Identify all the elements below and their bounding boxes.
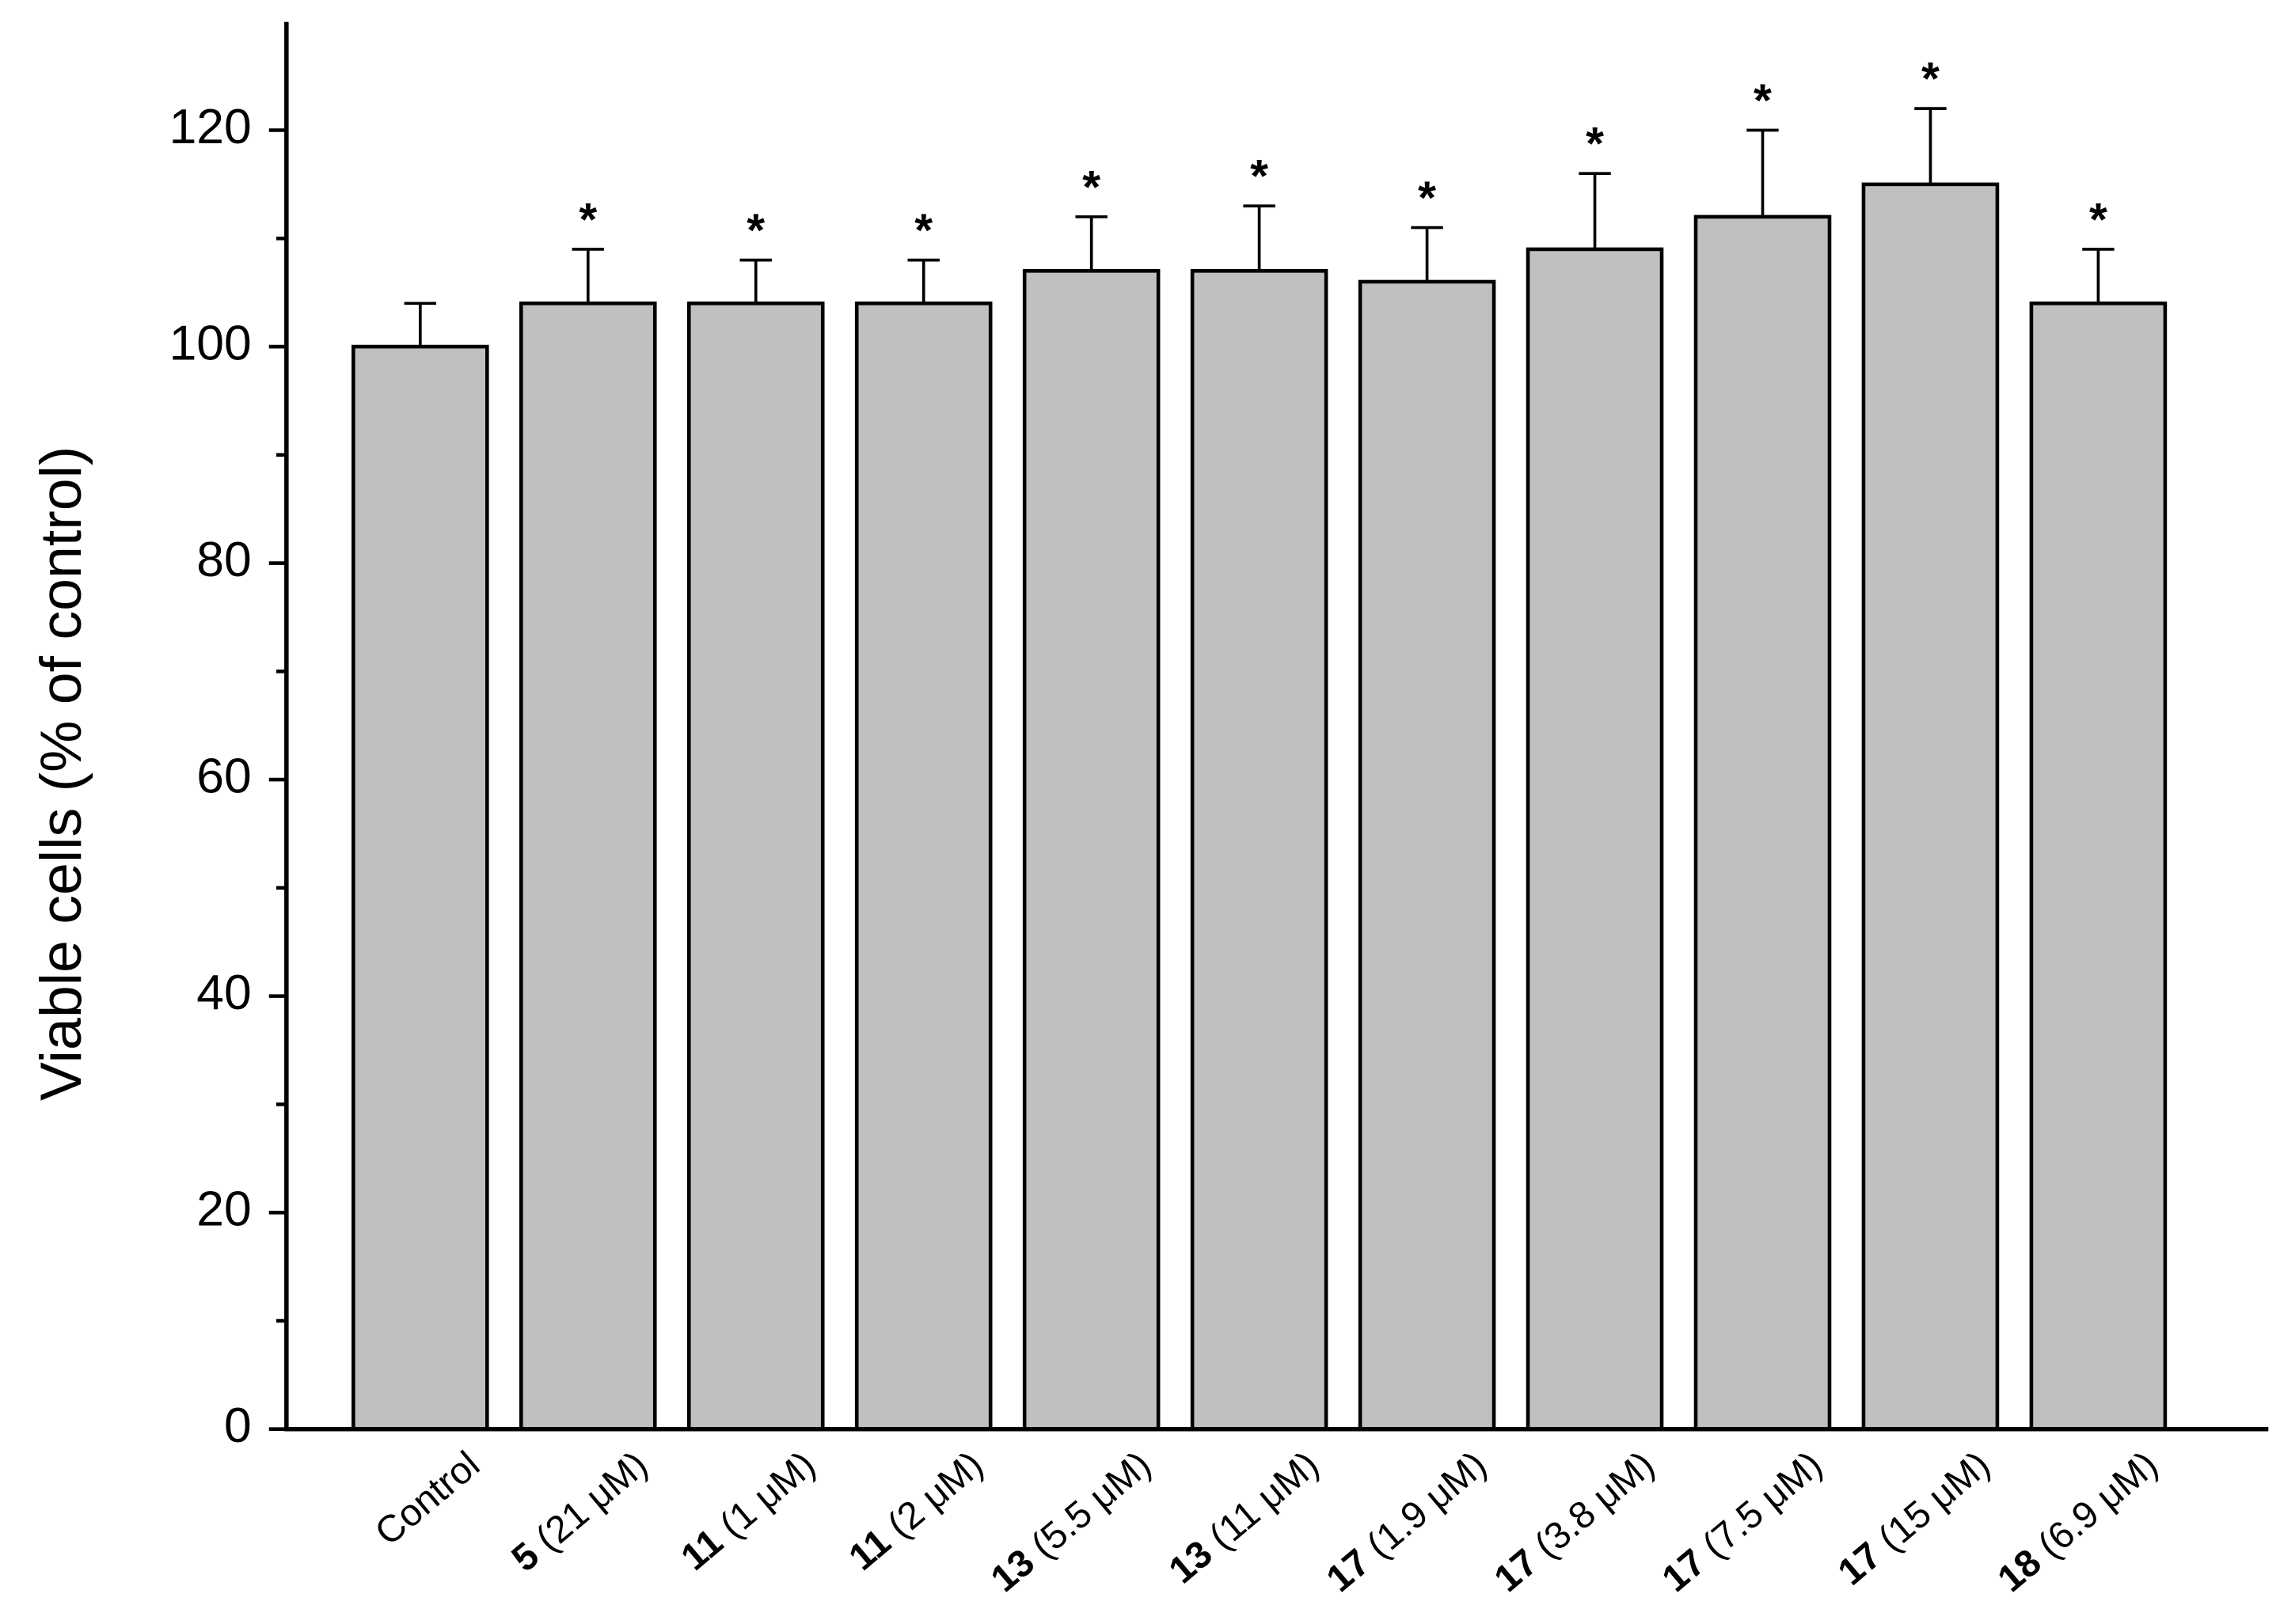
dose: (1.9 μM) [1359,1444,1495,1566]
y-tick-label: 0 [224,1398,252,1453]
significance-mark: * [1418,173,1436,224]
significance-mark: * [914,205,933,256]
x-tick-label: 17 (7.5 μM) [1655,1444,1830,1600]
bar [1022,269,1161,1431]
bar [1861,182,2000,1431]
y-tick-label: 40 [196,965,251,1020]
x-tick-label: 5 (21 μM) [504,1444,655,1580]
significance-mark: * [1082,161,1100,213]
y-tick-label: 120 [169,99,252,154]
x-tick-label: 17 (3.8 μM) [1487,1444,1662,1600]
x-tick-label: 17 (1.9 μM) [1319,1444,1495,1600]
significance-mark: * [1586,119,1604,170]
significance-mark: * [1250,151,1268,203]
dose: (1 μM) [712,1444,823,1546]
x-tick-label: 17 (15 μM) [1830,1444,1998,1594]
y-tick-label: 20 [196,1182,251,1237]
bar [1693,214,1832,1431]
bar [686,302,825,1431]
significance-mark: * [1921,54,1940,105]
y-axis-label: Viable cells (% of control) [28,446,93,1101]
x-tick-label: 13 (5.5 μM) [983,1444,1159,1600]
bar [1358,279,1496,1431]
y-tick-label: 100 [169,316,252,371]
bar [854,302,993,1431]
significance-mark: * [2089,194,2107,245]
significance-mark: * [1754,75,1772,127]
bar [2029,302,2168,1431]
significance-mark: * [579,194,597,245]
y-tick-label: 60 [196,749,251,804]
x-tick-label: 13 (11 μM) [1161,1444,1327,1592]
dose: (15 μM) [1871,1444,1998,1560]
x-tick-label: 11 (2 μM) [841,1444,990,1579]
y-tick-label: 80 [196,532,251,587]
dose: (11 μM) [1201,1444,1326,1558]
x-tick-label: Control [367,1444,488,1554]
dose: (3.8 μM) [1527,1444,1662,1566]
bar [519,302,657,1431]
bar [352,344,489,1431]
significance-mark: * [747,205,765,256]
dose: (6.9 μM) [2030,1444,2165,1566]
x-tick-label: 18 (6.9 μM) [1990,1444,2166,1600]
dose: (2 μM) [880,1444,990,1546]
bar [1526,247,1664,1431]
dose: (21 μM) [528,1444,656,1560]
category-name: Control [367,1444,488,1554]
bar [1190,269,1328,1431]
dose: (7.5 μM) [1694,1444,1830,1566]
dose: (5.5 μM) [1024,1444,1159,1566]
x-tick-label: 11 (1 μM) [673,1444,823,1579]
